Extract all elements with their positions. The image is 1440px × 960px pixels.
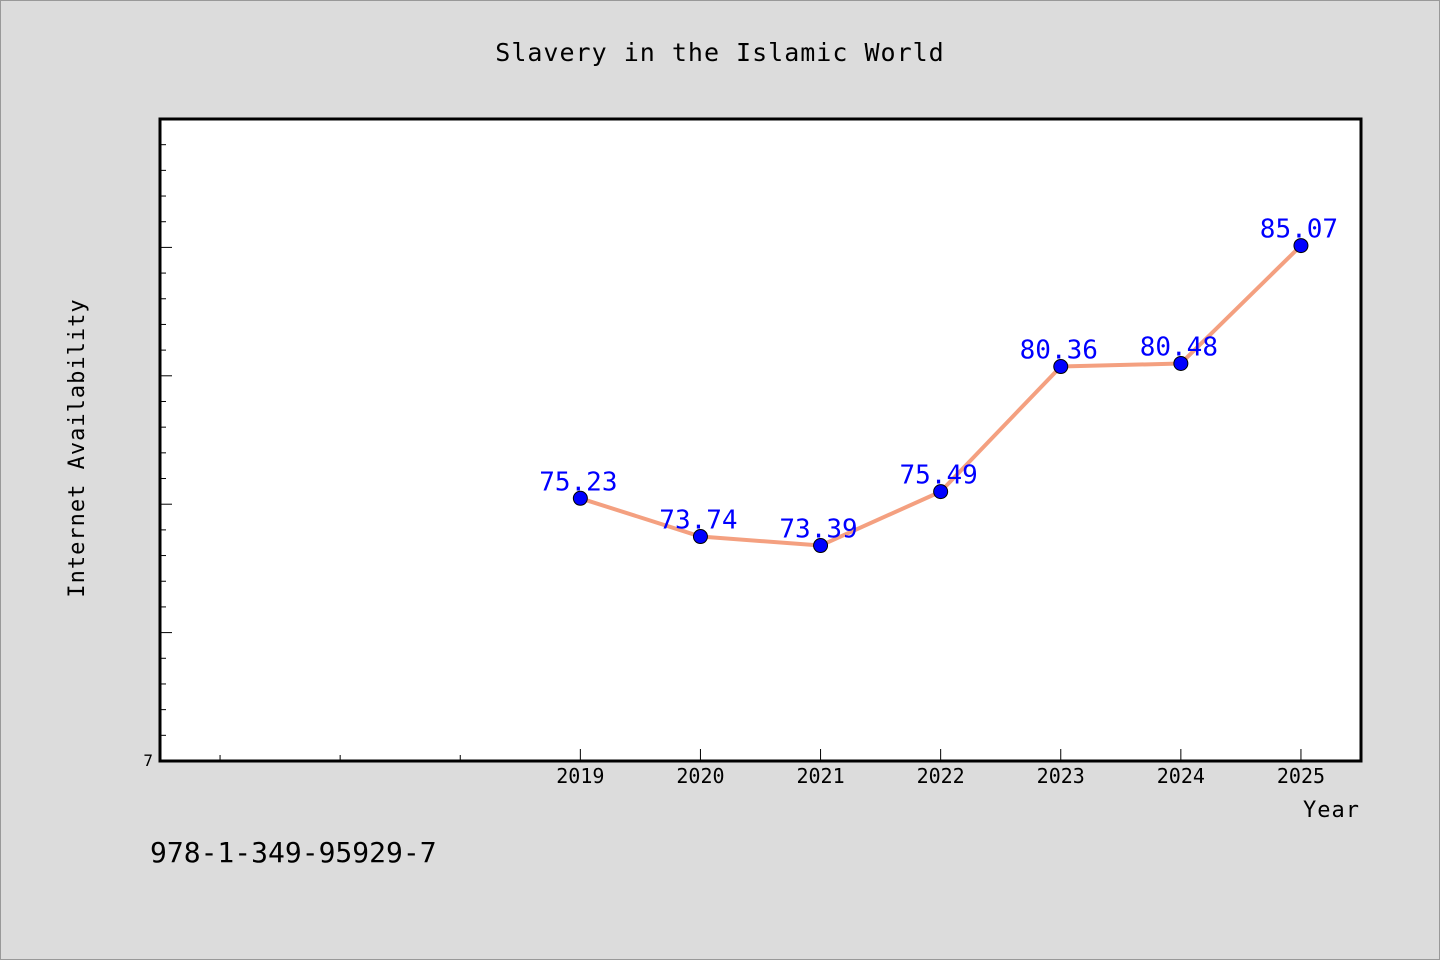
data-point [692, 529, 708, 545]
data-label: 73.74 [659, 506, 737, 536]
x-tick-label: 2019 [556, 764, 604, 788]
data-label: 80.36 [1020, 336, 1098, 366]
isbn-footer: 978-1-349-95929-7 [150, 836, 437, 869]
x-tick-label: 2021 [796, 764, 844, 788]
data-point [1053, 359, 1069, 375]
x-tick-label: 2025 [1277, 764, 1325, 788]
data-point [1293, 238, 1309, 254]
chart-title: Slavery in the Islamic World [495, 38, 944, 67]
data-point [933, 484, 949, 500]
x-tick-label: 2022 [917, 764, 965, 788]
x-tick-label: 2020 [676, 764, 724, 788]
data-point [813, 538, 829, 554]
data-point [1173, 355, 1189, 371]
data-label: 73.39 [779, 515, 857, 545]
x-axis-label: Year [1303, 798, 1360, 823]
data-label: 80.48 [1140, 332, 1218, 362]
data-label: 85.07 [1260, 215, 1338, 245]
x-tick-label: 2024 [1157, 764, 1205, 788]
axis-ticks: 2019 2020 2021 2022 2023 2024 2025 [160, 118, 1325, 788]
data-label: 75.23 [539, 467, 617, 497]
x-tick-label: 2023 [1037, 764, 1085, 788]
data-label: 75.49 [900, 461, 978, 491]
plot-area [158, 117, 1363, 763]
series-group: 75.23 73.74 73.39 75.49 80.36 80.48 85.07 [539, 215, 1338, 554]
y-axis-label: Internet Availability [65, 298, 90, 597]
y-tick-label: 7 [143, 751, 153, 770]
data-point [572, 490, 588, 506]
